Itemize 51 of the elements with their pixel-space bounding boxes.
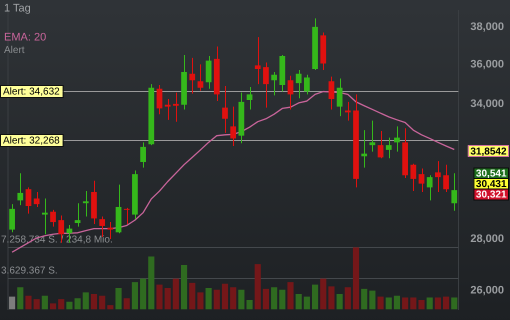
- candlestick: [9, 204, 15, 233]
- candlestick: [344, 101, 351, 122]
- y-tick-label: 38,000: [470, 20, 504, 33]
- candlestick: [42, 198, 48, 235]
- candlestick: [156, 84, 162, 115]
- candlestick: [140, 142, 146, 168]
- candlestick: [435, 160, 441, 192]
- y-tick-label: 34,000: [470, 98, 504, 110]
- candlestick: [288, 75, 294, 110]
- candlestick: [296, 70, 302, 99]
- candlestick: [443, 164, 449, 192]
- y-tick-label: 28,000: [470, 233, 504, 245]
- candlestick: [230, 106, 236, 147]
- text: 31,8542: [470, 146, 507, 158]
- candlestick: [378, 130, 384, 159]
- candlestick: [304, 74, 310, 95]
- candlestick: [418, 168, 424, 192]
- candlestick: [124, 207, 130, 224]
- candlestick: [74, 202, 80, 228]
- candlestick: [361, 130, 368, 168]
- candlestick: [254, 36, 261, 85]
- text: EMA: 20: [4, 32, 46, 44]
- candlestick: [34, 191, 40, 208]
- text: 30,321: [476, 190, 507, 201]
- ref-line-label: 3.629.367 S.: [1, 265, 58, 276]
- candlestick: [50, 209, 56, 228]
- candlestick: [328, 76, 334, 110]
- candlestick: [206, 55, 212, 90]
- annotation: Alert: [4, 44, 25, 56]
- candlestick: [17, 172, 24, 206]
- y-tick-label: 36,000: [470, 58, 504, 70]
- ref-line-label: Alert: 34,632: [3, 86, 60, 98]
- chart-title: 1 Tag: [4, 2, 31, 15]
- ref-line-label: Alert: 32,268: [3, 135, 60, 146]
- candlestick: [271, 71, 277, 96]
- candlestick: [386, 137, 392, 159]
- candlestick: [26, 186, 32, 214]
- candlestick: [394, 126, 400, 152]
- text: 30,431: [476, 179, 507, 190]
- candlestick: [263, 62, 269, 108]
- text: 30,541: [476, 168, 507, 180]
- candlestick: [198, 64, 204, 92]
- candlestick: [222, 85, 228, 134]
- y-tick-label: 26,000: [470, 284, 504, 296]
- candlestick: [164, 98, 171, 120]
- candlestick: [246, 86, 252, 110]
- candlestick: [410, 163, 416, 192]
- candlestick: [426, 174, 433, 201]
- candlestick: [189, 57, 196, 94]
- candlestick: [451, 172, 458, 212]
- candlestick: [336, 78, 342, 117]
